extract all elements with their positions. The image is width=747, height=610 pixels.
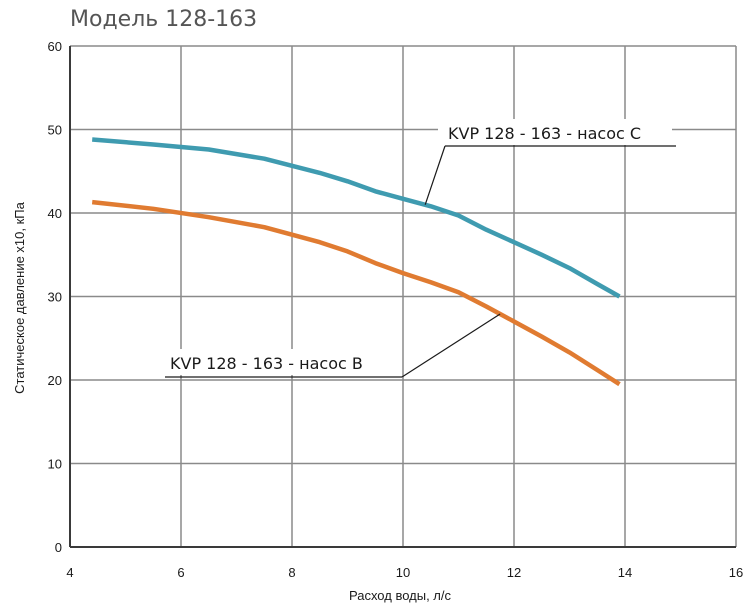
x-axis-title: Расход воды, л/с [349,588,452,603]
y-tick-labels: 0 10 20 30 40 50 60 [48,39,62,555]
x-tick-label-2: 8 [288,565,295,580]
series-callouts: KVP 128 - 163 - насос C KVP 128 - 163 - н… [163,119,676,378]
callout-leader-0 [424,145,446,205]
series-label-0: KVP 128 - 163 - насос C [448,124,641,143]
series-line-1 [91,199,621,387]
plot-frame [69,46,736,548]
series-label-bg-1 [163,349,395,375]
y-tick-label-5: 50 [48,123,62,138]
x-tick-label-5: 14 [618,565,632,580]
x-tick-label-6: 16 [729,565,743,580]
y-tick-label-6: 60 [48,39,62,54]
y-tick-label-0: 0 [55,540,62,555]
series-layer [91,137,621,387]
series-label-bg-0 [438,119,672,145]
x-tick-label-4: 12 [507,565,521,580]
y-tick-label-4: 40 [48,206,62,221]
x-tick-label-3: 10 [396,565,410,580]
x-tick-labels: 4 6 8 10 12 14 16 [66,565,743,580]
series-label-1: KVP 128 - 163 - насос B [170,354,363,373]
series-line-0 [92,137,621,299]
y-tick-label-3: 30 [48,290,62,305]
callout-leader-1 [401,313,501,378]
y-tick-label-1: 10 [48,457,62,472]
y-tick-label-2: 20 [48,373,62,388]
x-tick-label-1: 6 [177,565,184,580]
chart-title: Модель 128-163 [70,7,257,32]
x-tick-label-0: 4 [66,565,73,580]
y-axis-title: Статическое давление x10, кПа [12,201,27,394]
